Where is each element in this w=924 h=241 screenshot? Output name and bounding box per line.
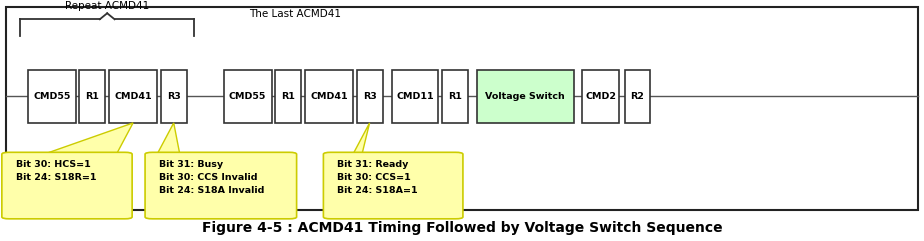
Text: Bit 31: Ready
Bit 30: CCS=1
Bit 24: S18A=1: Bit 31: Ready Bit 30: CCS=1 Bit 24: S18A… (337, 160, 418, 195)
Text: CMD41: CMD41 (115, 92, 152, 101)
FancyBboxPatch shape (145, 152, 297, 219)
Text: Voltage Switch: Voltage Switch (485, 92, 565, 101)
Text: CMD2: CMD2 (585, 92, 616, 101)
Text: Repeat ACMD41: Repeat ACMD41 (65, 1, 150, 11)
Text: R1: R1 (85, 92, 100, 101)
FancyBboxPatch shape (6, 7, 918, 210)
FancyBboxPatch shape (305, 70, 353, 123)
Text: Figure 4-5 : ACMD41 Timing Followed by Voltage Switch Sequence: Figure 4-5 : ACMD41 Timing Followed by V… (201, 221, 723, 235)
Text: CMD55: CMD55 (229, 92, 266, 101)
Polygon shape (157, 123, 180, 154)
FancyBboxPatch shape (625, 70, 650, 123)
FancyBboxPatch shape (275, 70, 301, 123)
Polygon shape (353, 123, 370, 154)
Text: CMD55: CMD55 (33, 92, 70, 101)
FancyBboxPatch shape (582, 70, 619, 123)
Text: R3: R3 (363, 92, 376, 101)
FancyBboxPatch shape (357, 70, 383, 123)
FancyBboxPatch shape (477, 70, 574, 123)
FancyBboxPatch shape (442, 70, 468, 123)
Text: CMD41: CMD41 (310, 92, 347, 101)
FancyBboxPatch shape (2, 152, 132, 219)
Text: Bit 30: HCS=1
Bit 24: S18R=1: Bit 30: HCS=1 Bit 24: S18R=1 (16, 160, 96, 182)
Text: CMD11: CMD11 (396, 92, 433, 101)
Text: R2: R2 (630, 92, 645, 101)
FancyBboxPatch shape (392, 70, 438, 123)
FancyBboxPatch shape (28, 70, 76, 123)
Text: R1: R1 (447, 92, 462, 101)
Text: The Last ACMD41: The Last ACMD41 (249, 9, 342, 19)
FancyBboxPatch shape (79, 70, 105, 123)
FancyBboxPatch shape (161, 70, 187, 123)
Text: R1: R1 (281, 92, 296, 101)
FancyBboxPatch shape (224, 70, 272, 123)
FancyBboxPatch shape (323, 152, 463, 219)
Text: Bit 31: Busy
Bit 30: CCS Invalid
Bit 24: S18A Invalid: Bit 31: Busy Bit 30: CCS Invalid Bit 24:… (159, 160, 264, 195)
Text: R3: R3 (167, 92, 180, 101)
Polygon shape (44, 123, 133, 154)
FancyBboxPatch shape (109, 70, 157, 123)
